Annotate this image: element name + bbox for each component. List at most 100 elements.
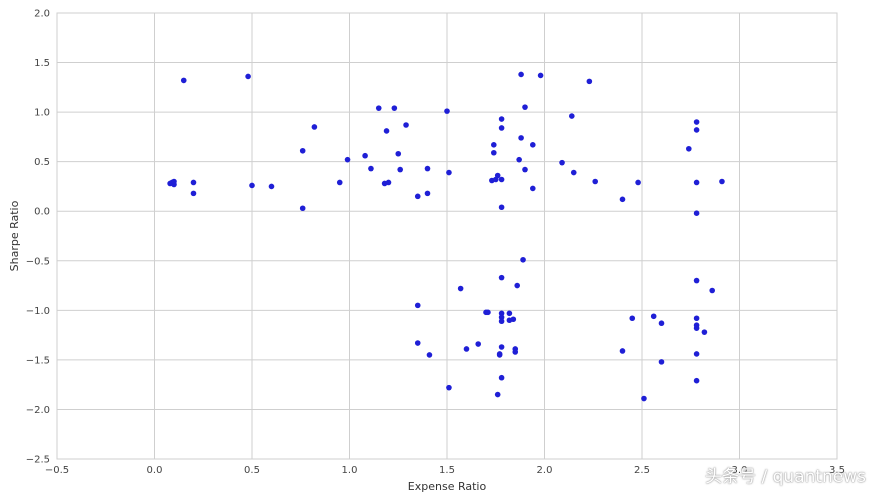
data-point bbox=[414, 193, 421, 200]
x-tick-label: 1.0 bbox=[342, 465, 358, 476]
data-point bbox=[424, 165, 431, 172]
data-point bbox=[510, 316, 517, 323]
data-point bbox=[719, 178, 725, 185]
data-point bbox=[446, 384, 452, 391]
data-point bbox=[498, 116, 505, 122]
data-point bbox=[485, 309, 491, 316]
x-tick-label: 3.5 bbox=[829, 465, 845, 476]
data-point bbox=[190, 190, 197, 197]
data-point bbox=[522, 104, 528, 110]
data-point bbox=[520, 256, 526, 263]
data-point bbox=[693, 315, 700, 322]
data-point bbox=[569, 113, 575, 119]
data-point bbox=[686, 145, 692, 152]
data-point bbox=[512, 349, 519, 355]
data-point bbox=[522, 166, 528, 173]
y-tick-label: −2.0 bbox=[26, 405, 50, 416]
x-tick-label: 0.5 bbox=[244, 465, 260, 476]
data-point bbox=[693, 277, 700, 284]
data-point bbox=[693, 325, 700, 331]
data-point bbox=[693, 351, 700, 357]
data-point bbox=[518, 135, 524, 141]
x-tick-label: 3.0 bbox=[732, 465, 748, 476]
data-point bbox=[362, 152, 368, 159]
data-point bbox=[530, 142, 536, 148]
data-point bbox=[414, 340, 421, 346]
data-point bbox=[344, 156, 351, 163]
data-point bbox=[180, 77, 187, 84]
y-tick-label: −1.5 bbox=[26, 355, 50, 366]
y-tick-label: −2.5 bbox=[26, 455, 50, 466]
data-point bbox=[444, 108, 450, 114]
y-tick-label: 2.0 bbox=[34, 9, 50, 20]
data-point bbox=[245, 73, 251, 80]
data-point bbox=[498, 344, 505, 350]
data-point bbox=[498, 310, 505, 317]
data-point bbox=[559, 159, 565, 166]
y-tick-label: 0.0 bbox=[34, 207, 50, 218]
data-point bbox=[397, 166, 404, 173]
x-tick-label: 2.5 bbox=[634, 465, 650, 476]
data-point bbox=[475, 341, 482, 347]
data-point bbox=[709, 287, 715, 294]
data-point bbox=[516, 156, 522, 163]
data-point bbox=[383, 128, 390, 134]
data-point bbox=[336, 179, 343, 186]
data-point bbox=[494, 172, 501, 179]
data-point bbox=[299, 205, 306, 212]
data-point bbox=[641, 395, 647, 402]
data-point bbox=[491, 149, 497, 156]
data-point bbox=[463, 346, 470, 352]
data-point bbox=[506, 310, 513, 317]
data-point bbox=[368, 165, 374, 172]
data-point bbox=[658, 359, 665, 365]
y-tick-label: 1.0 bbox=[34, 108, 50, 119]
y-tick-label: −1.0 bbox=[26, 306, 50, 317]
data-point bbox=[395, 150, 402, 157]
x-tick-label: 0.0 bbox=[147, 465, 163, 476]
data-point bbox=[701, 329, 708, 335]
data-point bbox=[426, 352, 433, 358]
y-tick-labels: 2.0 1.5 1.0 0.5 0.0 −0.5 −1.0 −1.5 −2.0 −2.5 bbox=[26, 9, 50, 466]
x-tick-label: 1.5 bbox=[439, 465, 455, 476]
data-point bbox=[311, 124, 318, 130]
data-point bbox=[414, 302, 421, 309]
data-point bbox=[586, 78, 593, 85]
data-point bbox=[498, 204, 505, 211]
data-point bbox=[570, 169, 577, 176]
data-point bbox=[249, 182, 255, 189]
data-point bbox=[693, 179, 700, 186]
data-point bbox=[498, 274, 505, 281]
data-point bbox=[268, 183, 275, 190]
data-point bbox=[498, 318, 505, 325]
data-point bbox=[635, 179, 641, 186]
plot-frame bbox=[56, 12, 838, 460]
data-point bbox=[491, 142, 497, 148]
data-point bbox=[592, 178, 598, 185]
data-point bbox=[693, 377, 700, 384]
data-point bbox=[498, 314, 505, 321]
data-point bbox=[498, 176, 505, 183]
y-tick-label: 1.5 bbox=[34, 58, 50, 69]
y-axis-label: Sharpe Ratio bbox=[8, 200, 21, 271]
data-point bbox=[171, 178, 177, 185]
data-point bbox=[693, 210, 700, 217]
data-point bbox=[494, 391, 501, 398]
data-point bbox=[457, 285, 464, 292]
watermark: 头条号 / quantnews bbox=[705, 467, 866, 487]
data-point bbox=[619, 196, 626, 203]
data-point bbox=[424, 190, 431, 197]
data-point bbox=[190, 179, 197, 186]
data-point bbox=[299, 147, 306, 154]
data-point bbox=[498, 374, 505, 381]
data-point bbox=[693, 127, 700, 133]
data-point bbox=[403, 122, 409, 128]
x-axis-label: Expense Ratio bbox=[408, 480, 487, 493]
data-point bbox=[375, 105, 382, 111]
data-point bbox=[629, 315, 636, 322]
data-point bbox=[514, 282, 520, 289]
x-tick-label: 2.0 bbox=[537, 465, 553, 476]
x-tick-label: −0.5 bbox=[45, 465, 69, 476]
data-point bbox=[446, 169, 452, 176]
